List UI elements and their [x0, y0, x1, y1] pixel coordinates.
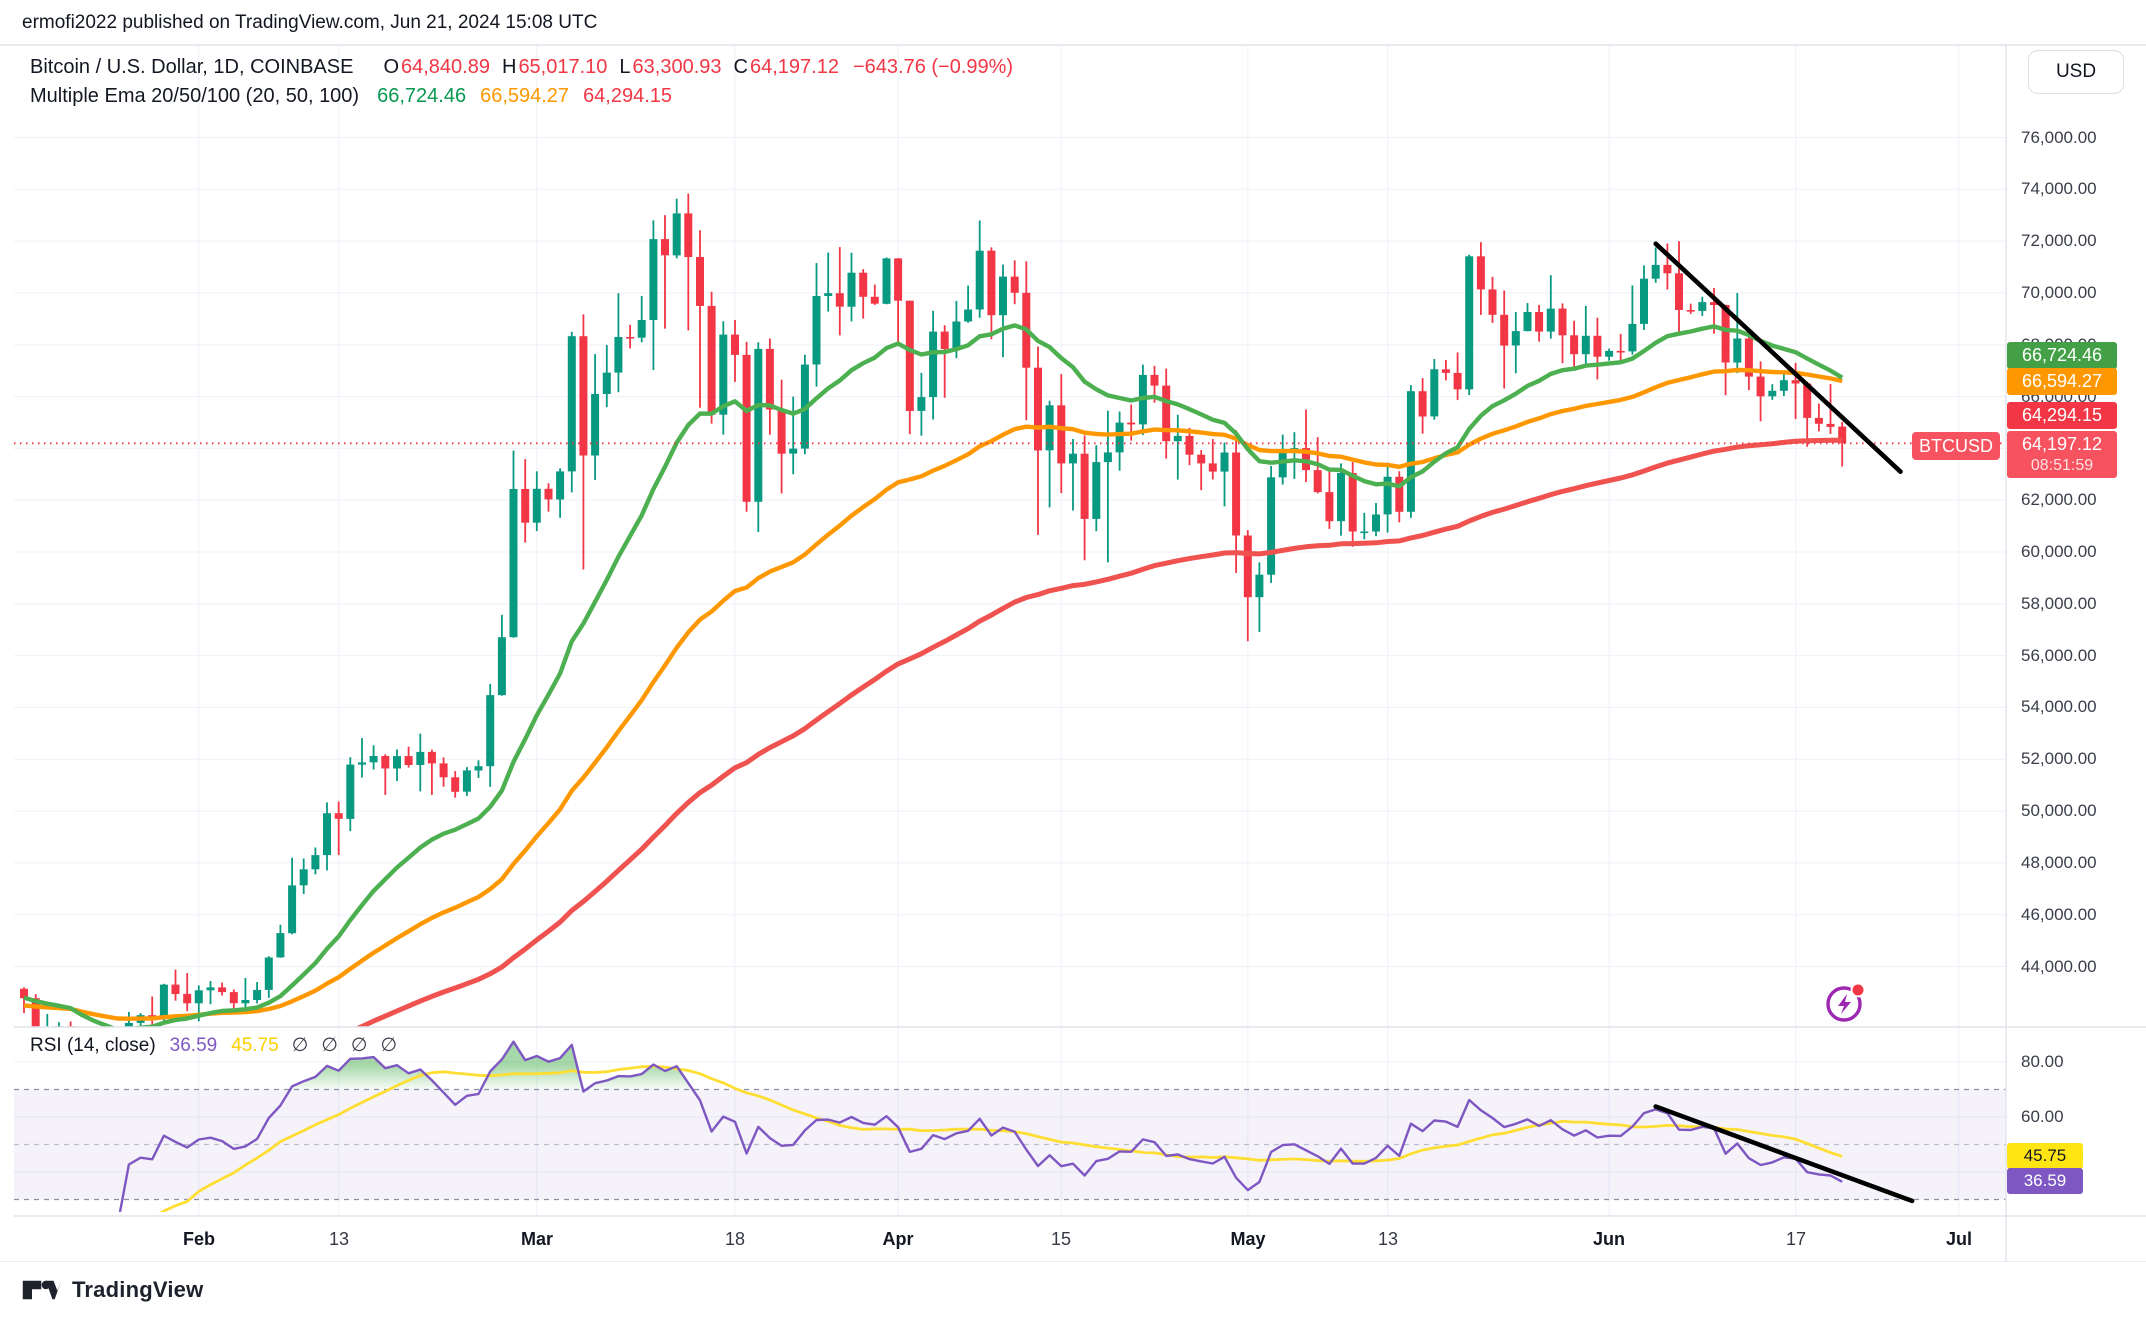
- time-axis-label: Apr: [882, 1229, 914, 1249]
- ema-indicator-title[interactable]: Multiple Ema 20/50/100 (20, 50, 100): [30, 85, 360, 107]
- time-axis-label: Jul: [1945, 1229, 1973, 1249]
- symbol-title[interactable]: Bitcoin / U.S. Dollar, 1D, COINBASE: [30, 56, 354, 78]
- tradingview-logo-icon[interactable]: [22, 1276, 62, 1304]
- rsi-value-label: 36.59: [2007, 1168, 2083, 1194]
- low-value: 63,300.93: [632, 56, 722, 78]
- close-value: 64,197.12: [749, 56, 839, 78]
- price-axis-label: 62,000.00: [2021, 490, 2097, 509]
- rsi-axis-label: 80.00: [2021, 1052, 2064, 1071]
- ema50-line: [23, 367, 1843, 1021]
- empty-set-icon: ∅: [321, 1035, 338, 1056]
- publish-header: ermofi2022 published on TradingView.com,…: [0, 0, 2146, 45]
- time-axis-label: Mar: [520, 1229, 554, 1249]
- high-label: H: [501, 56, 517, 78]
- rsi-axis-label: 60.00: [2021, 1107, 2064, 1126]
- price-axis-label: 72,000.00: [2021, 231, 2097, 250]
- candles-down: [20, 213, 1847, 1027]
- last-price-value: 64,197.12: [2021, 433, 2103, 454]
- ema50-value: 66,594.27: [480, 85, 570, 107]
- ema50-price-label: 66,594.27: [2007, 368, 2117, 395]
- rsi-ma-value: 45.75: [231, 1035, 279, 1056]
- price-axis-label: 60,000.00: [2021, 542, 2097, 561]
- rsi-legend: RSI (14, close) 36.59 45.75 ∅ ∅ ∅ ∅: [30, 1034, 397, 1057]
- time-axis-label: 15: [1050, 1229, 1072, 1249]
- ema-legend: Multiple Ema 20/50/100 (20, 50, 100) 66,…: [30, 85, 672, 108]
- gridlines: [14, 45, 2006, 1216]
- rsi-trendline-drawing[interactable]: [1653, 1104, 1915, 1204]
- rsi-indicator-title[interactable]: RSI (14, close): [30, 1035, 156, 1056]
- time-axis-label: 13: [328, 1229, 350, 1249]
- open-value: 64,840.89: [401, 56, 490, 78]
- price-axis-label: 44,000.00: [2021, 957, 2097, 976]
- change-value: −643.76 (−0.99%): [852, 56, 1014, 78]
- time-axis-label: 17: [1785, 1229, 1807, 1249]
- ema100-value: 64,294.15: [583, 85, 673, 107]
- price-axis-label: 70,000.00: [2021, 283, 2097, 302]
- ema20-price-label: 66,724.46: [2007, 342, 2117, 369]
- brand-wordmark[interactable]: TradingView: [72, 1276, 204, 1302]
- low-label: L: [619, 56, 631, 78]
- symbol-tag: BTCUSD: [1912, 432, 2000, 460]
- price-axis-label: 58,000.00: [2021, 594, 2097, 613]
- time-axis-label: Feb: [182, 1229, 216, 1249]
- main-legend: Bitcoin / U.S. Dollar, 1D, COINBASE O 64…: [30, 56, 1013, 79]
- ema100-line: [354, 437, 1843, 1027]
- time-axis-label: 18: [724, 1229, 746, 1249]
- empty-set-icon: ∅: [291, 1035, 309, 1056]
- time-axis-label: Jun: [1592, 1229, 1626, 1249]
- rsi-ma-label: 45.75: [2007, 1143, 2083, 1169]
- candle-wicks: [23, 193, 1844, 1027]
- footer: TradingView: [0, 1262, 2146, 1317]
- ema20-value: 66,724.46: [377, 85, 467, 107]
- price-axis-label: 52,000.00: [2021, 749, 2097, 768]
- price-axis-label: 48,000.00: [2021, 853, 2097, 872]
- rsi-value: 36.59: [169, 1035, 218, 1056]
- price-axis-label: 54,000.00: [2021, 697, 2097, 716]
- high-value: 65,017.10: [518, 56, 608, 78]
- currency-toggle-button[interactable]: USD: [2028, 50, 2124, 94]
- close-label: C: [733, 56, 748, 78]
- open-label: O: [383, 56, 399, 78]
- ema20-line: [23, 323, 1844, 1027]
- price-axis-label: 74,000.00: [2021, 179, 2097, 198]
- lightning-icon[interactable]: [1820, 978, 1870, 1028]
- price-axis-label: 46,000.00: [2021, 905, 2097, 924]
- time-axis-label: May: [1230, 1229, 1266, 1249]
- last-price-label: 64,197.12 08:51:59: [2007, 431, 2117, 478]
- candles-up: [55, 213, 1788, 1027]
- publish-line: ermofi2022 published on TradingView.com,…: [22, 11, 598, 33]
- price-axis-label: 76,000.00: [2021, 128, 2097, 147]
- time-axis-label: 13: [1377, 1229, 1399, 1249]
- bar-countdown: 08:51:59: [2030, 456, 2094, 474]
- price-axis-label: 56,000.00: [2021, 646, 2097, 665]
- empty-set-icon: ∅: [350, 1035, 368, 1056]
- price-axis-label: 50,000.00: [2021, 801, 2097, 820]
- ema100-price-label: 64,294.15: [2007, 402, 2117, 429]
- empty-set-icon: ∅: [380, 1035, 397, 1056]
- rsi-line: [118, 1040, 1843, 1212]
- trendline-drawing[interactable]: [1653, 241, 1903, 475]
